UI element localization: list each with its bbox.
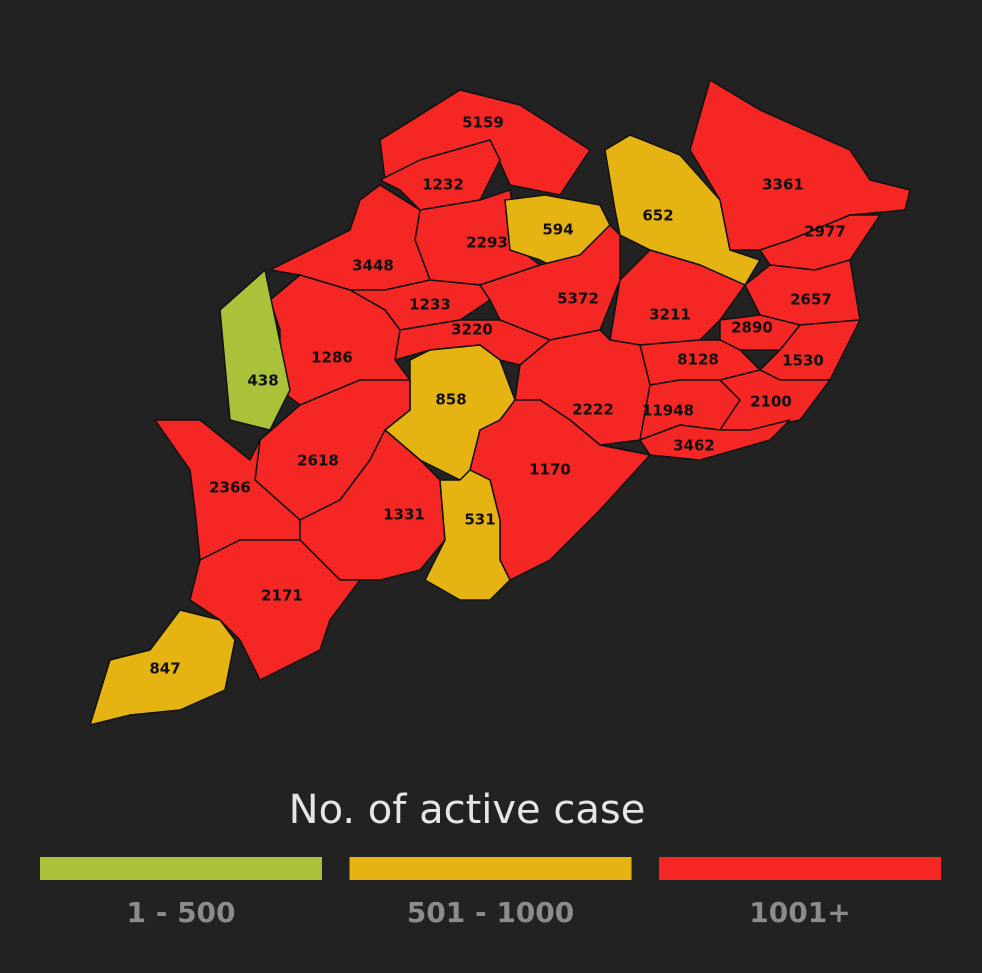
district-label: 11948 bbox=[642, 402, 694, 420]
district bbox=[424, 469, 511, 601]
district-label: 858 bbox=[435, 391, 466, 409]
district bbox=[189, 539, 361, 681]
district-label: 5159 bbox=[462, 114, 504, 132]
district-label: 3462 bbox=[673, 437, 715, 455]
district-label: 2657 bbox=[790, 291, 832, 309]
district-label: 3211 bbox=[649, 306, 691, 324]
district-label: 594 bbox=[542, 221, 573, 239]
district bbox=[689, 79, 911, 251]
district-label: 1233 bbox=[409, 296, 451, 314]
legend-swatch bbox=[659, 857, 941, 880]
district bbox=[639, 419, 791, 461]
district-label: 2618 bbox=[297, 452, 339, 470]
district-label: 1530 bbox=[782, 352, 824, 370]
legend-title: No. of active case bbox=[289, 787, 646, 833]
district-label: 3220 bbox=[451, 321, 493, 339]
district bbox=[604, 134, 761, 286]
district-label: 531 bbox=[464, 511, 495, 529]
district bbox=[719, 369, 831, 431]
district-label: 1331 bbox=[383, 506, 425, 524]
district-label: 2293 bbox=[466, 234, 508, 252]
district-label: 2171 bbox=[261, 587, 303, 605]
legend-swatch bbox=[40, 857, 322, 880]
district bbox=[379, 139, 501, 211]
district-label: 5372 bbox=[557, 290, 599, 308]
legend-swatch bbox=[349, 857, 632, 880]
district-label: 652 bbox=[642, 207, 673, 225]
district-label: 847 bbox=[149, 660, 180, 678]
district bbox=[394, 319, 551, 366]
district-label: 1232 bbox=[422, 176, 464, 194]
district-label: 3361 bbox=[762, 176, 804, 194]
district-label: 2100 bbox=[750, 393, 792, 411]
legend-label: 1001+ bbox=[749, 896, 850, 929]
district-map: 5159 1232 2293 594 652 3361 2977 3448 1233 5372 32… bbox=[89, 79, 911, 726]
district-label: 1286 bbox=[311, 349, 353, 367]
district-label: 2366 bbox=[209, 479, 251, 497]
district bbox=[219, 269, 291, 431]
district-label: 2977 bbox=[804, 223, 846, 241]
legend-label: 1 - 500 bbox=[126, 896, 235, 929]
district bbox=[89, 609, 236, 726]
district-label: 1170 bbox=[529, 461, 571, 479]
district-label: 2890 bbox=[731, 319, 773, 337]
district-label: 3448 bbox=[352, 257, 394, 275]
district-label: 2222 bbox=[572, 401, 614, 419]
district-label: 438 bbox=[247, 372, 278, 390]
legend-label: 501 - 1000 bbox=[407, 896, 575, 929]
legend: 1 - 500 501 - 1000 1001+ bbox=[40, 857, 941, 929]
district-label: 8128 bbox=[677, 351, 719, 369]
